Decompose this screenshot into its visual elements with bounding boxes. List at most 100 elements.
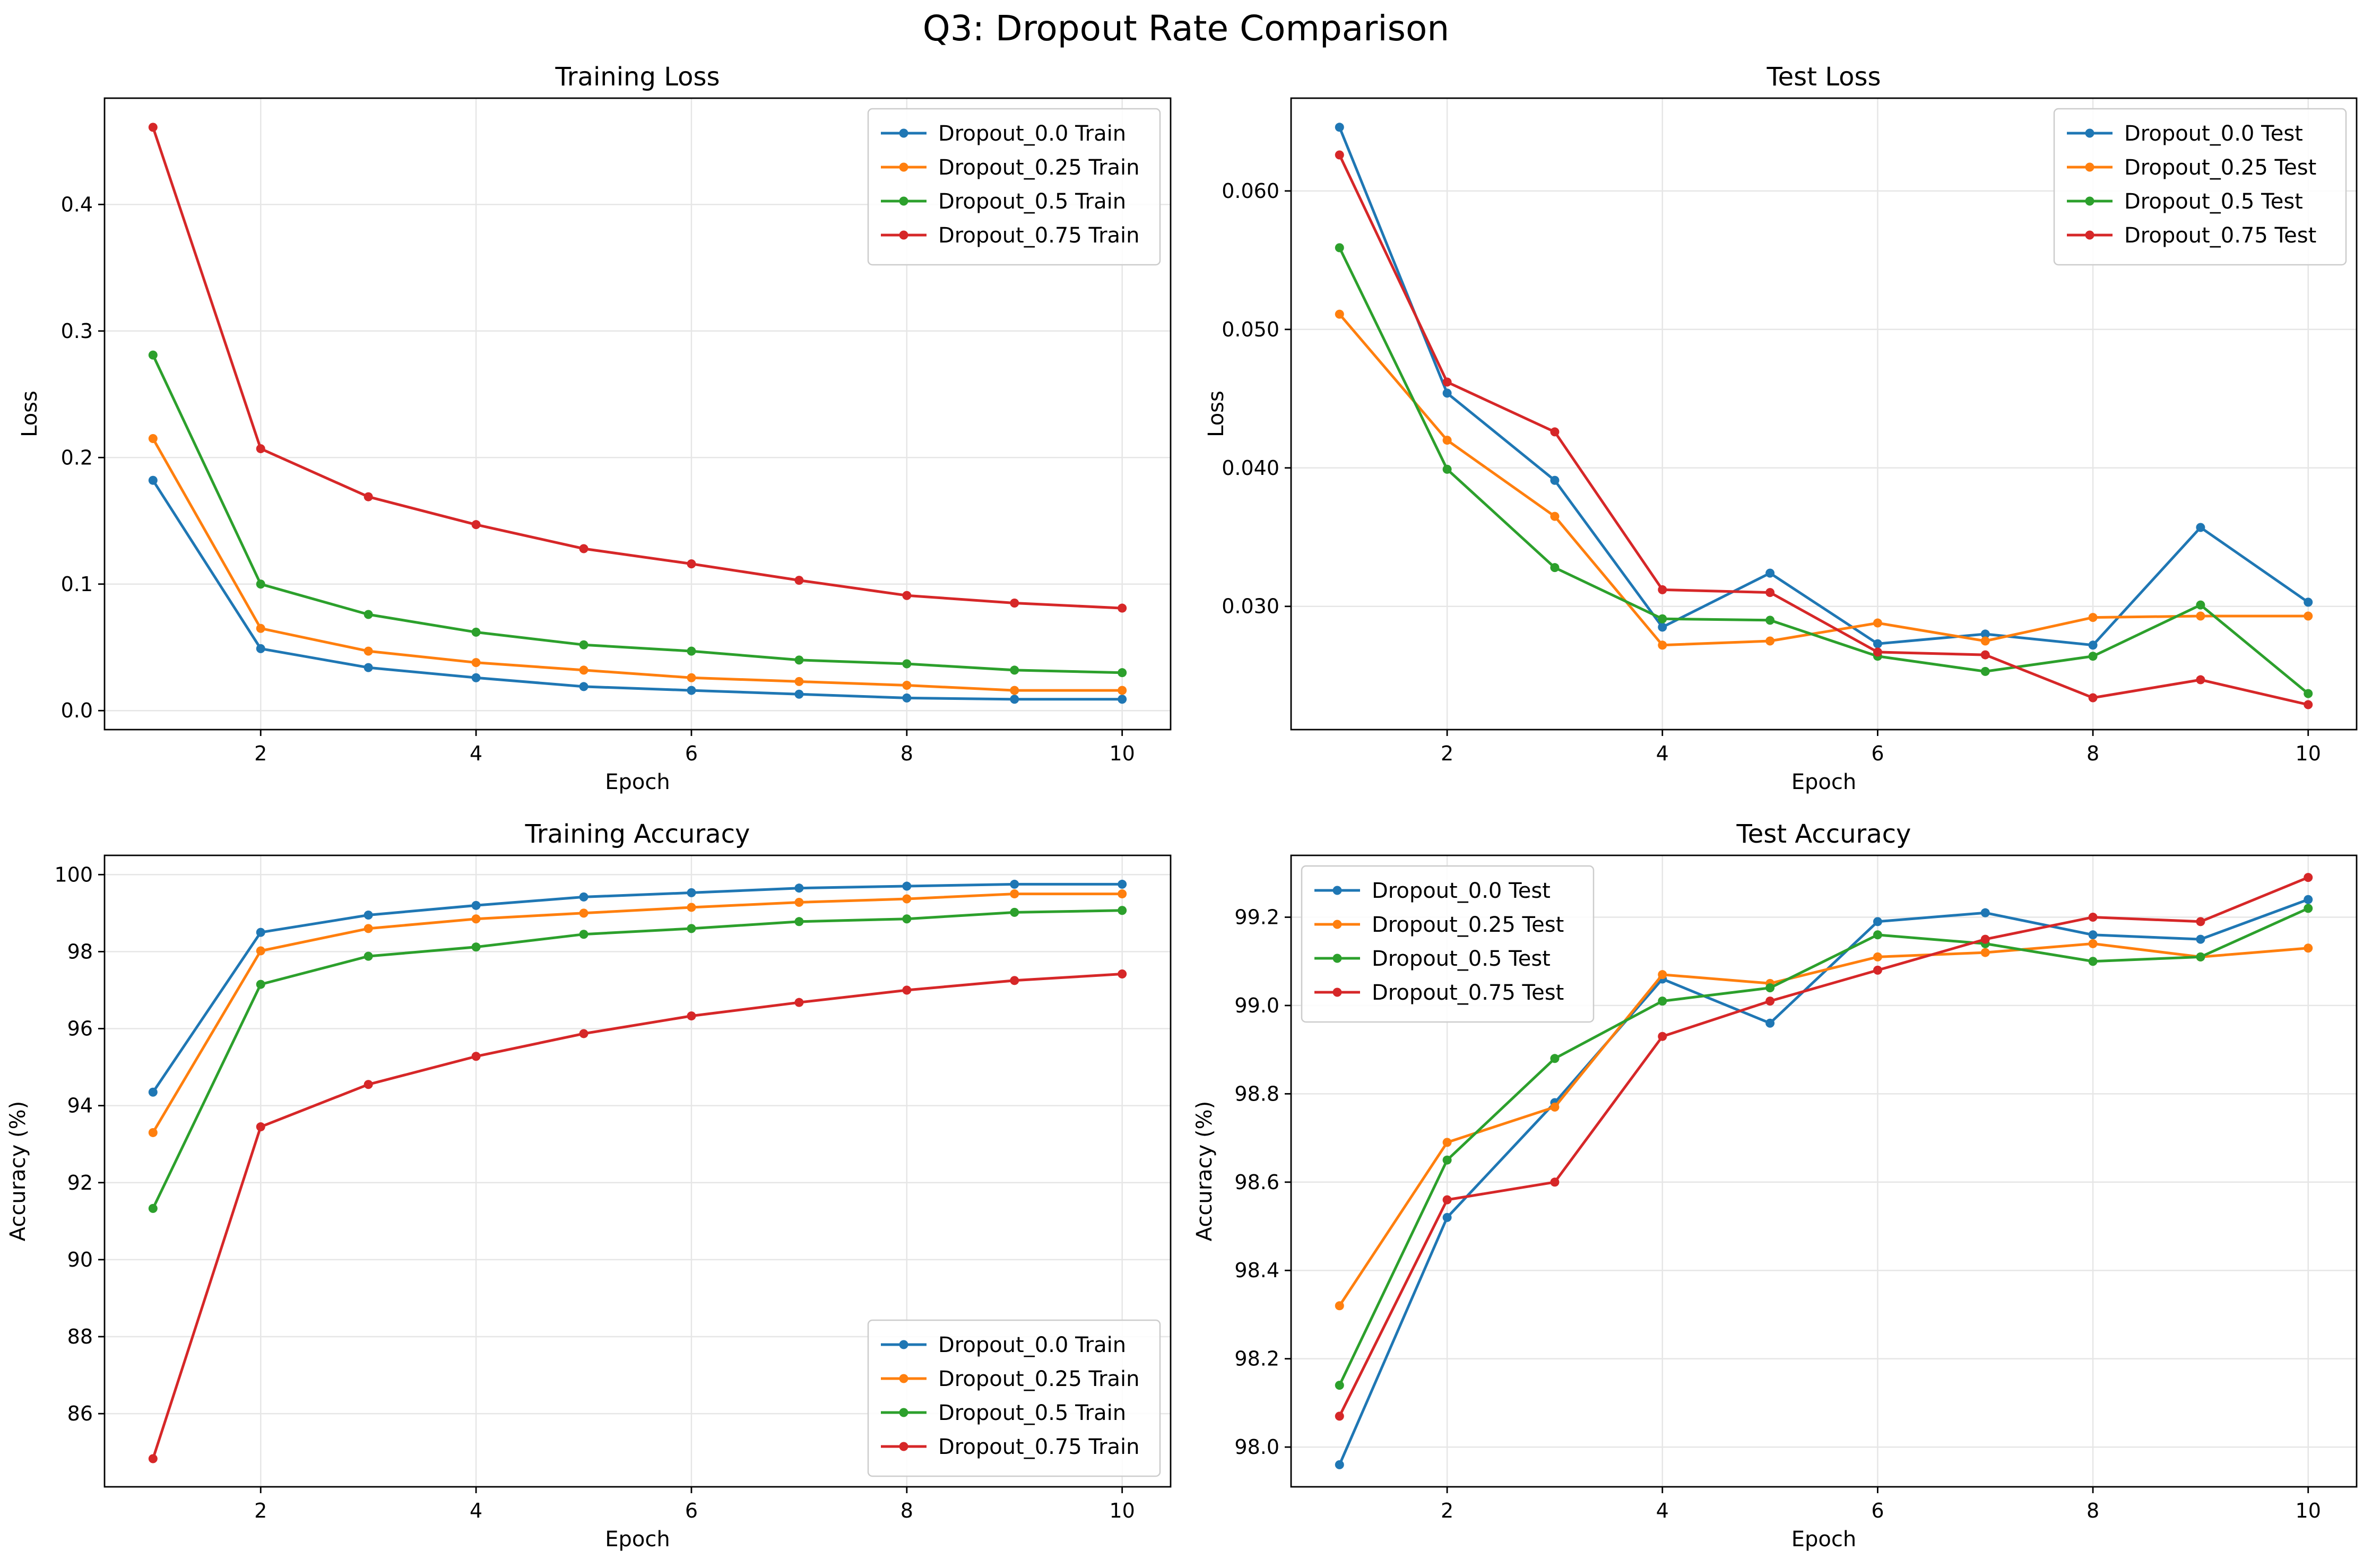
series-line-3	[152, 354, 1122, 674]
data-point	[1765, 997, 1775, 1006]
data-point	[363, 646, 373, 656]
subplot-title: Test Accuracy	[1736, 819, 1911, 849]
y-tick-label: 0.0	[61, 699, 93, 722]
data-point	[579, 892, 588, 902]
data-point	[1873, 917, 1882, 926]
data-point	[471, 914, 481, 924]
data-point	[256, 644, 265, 653]
axes-frame	[1290, 854, 2358, 1488]
data-point	[1010, 686, 1019, 695]
data-point	[1873, 647, 1882, 657]
data-point	[1118, 686, 1127, 695]
x-tick-label: 6	[685, 1499, 698, 1522]
data-point	[1010, 907, 1019, 917]
data-point	[1335, 150, 1344, 160]
x-axis-label: Epoch	[605, 770, 670, 794]
legend-label: Dropout_0.5 Train	[938, 189, 1126, 214]
data-point	[2088, 913, 2098, 922]
data-point	[2196, 917, 2205, 926]
y-tick-label: 94	[67, 1094, 93, 1117]
data-point	[363, 663, 373, 672]
data-point	[579, 665, 588, 675]
y-tick-label: 98	[67, 940, 93, 963]
data-point	[579, 930, 588, 939]
series-line-1	[1338, 126, 2309, 647]
data-point	[2304, 689, 2313, 698]
x-tick-label: 10	[1110, 742, 1135, 765]
data-point	[794, 898, 804, 907]
data-point	[1010, 976, 1019, 985]
data-point	[1873, 930, 1882, 940]
x-tick-label: 8	[901, 742, 913, 765]
data-point	[471, 627, 481, 637]
y-tick-label: 88	[67, 1325, 93, 1348]
data-point	[1658, 622, 1667, 632]
data-point	[256, 980, 265, 989]
legend: Dropout_0.0 Train Dropout_0.25 Train Dropo…	[867, 1319, 1161, 1477]
legend-label: Dropout_0.5 Train	[938, 1401, 1126, 1425]
x-tick-label: 4	[470, 1499, 482, 1522]
data-point	[579, 908, 588, 918]
y-tick-label: 98.2	[1234, 1347, 1279, 1371]
data-point	[363, 910, 373, 920]
data-point	[687, 888, 696, 897]
data-point	[687, 559, 696, 569]
data-point	[1550, 563, 1560, 573]
data-point	[256, 1122, 265, 1132]
series-line-3	[1338, 247, 2309, 695]
x-tick-label: 4	[1656, 1499, 1669, 1522]
series-line-3	[1338, 907, 2309, 1386]
y-tick-label: 0.040	[1222, 456, 1279, 480]
data-point	[2196, 675, 2205, 685]
data-point	[902, 681, 912, 690]
data-point	[2196, 523, 2205, 532]
data-point	[1550, 427, 1560, 437]
data-point	[2196, 934, 2205, 944]
data-point	[1873, 618, 1882, 628]
y-tick-label: 96	[67, 1017, 93, 1041]
x-tick-label: 4	[470, 742, 482, 765]
legend-label: Dropout_0.0 Test	[1372, 879, 1551, 903]
legend-label: Dropout_0.25 Test	[1372, 913, 1564, 937]
data-point	[794, 883, 804, 893]
data-point	[2088, 652, 2098, 661]
legend-label: Dropout_0.75 Test	[2124, 223, 2316, 248]
legend-marker	[1332, 886, 1342, 895]
legend-marker	[899, 128, 908, 138]
x-tick-label: 2	[254, 742, 267, 765]
series-line-3	[152, 909, 1122, 1209]
subplot-grid: 2 4 6 8 10 0.0 0.1 0.2 0.3 0.4 Training Loss Epoch L…	[6, 62, 2358, 1552]
data-point	[1010, 889, 1019, 899]
legend-marker	[899, 230, 908, 240]
data-point	[687, 1011, 696, 1021]
data-point	[902, 591, 912, 600]
data-point	[363, 492, 373, 501]
x-tick-label: 2	[1441, 742, 1453, 765]
legend-frame	[867, 1319, 1161, 1477]
data-point	[1335, 1301, 1344, 1311]
x-tick-label: 6	[1871, 1499, 1884, 1522]
data-point	[579, 682, 588, 691]
data-point	[1873, 965, 1882, 975]
data-point	[2088, 640, 2098, 650]
data-point	[1550, 1177, 1560, 1187]
data-point	[148, 1087, 158, 1097]
y-tick-label: 98.8	[1234, 1082, 1279, 1105]
data-point	[1010, 665, 1019, 675]
data-point	[1118, 969, 1127, 978]
data-point	[471, 673, 481, 682]
y-tick-label: 0.030	[1222, 595, 1279, 618]
legend-marker	[1332, 954, 1342, 963]
series-line-1	[152, 479, 1122, 701]
x-tick-label: 8	[901, 1499, 913, 1522]
x-tick-label: 2	[1441, 1499, 1453, 1522]
data-point	[2088, 939, 2098, 948]
y-tick-label: 0.050	[1222, 318, 1279, 341]
legend-marker	[1332, 920, 1342, 929]
data-point	[256, 623, 265, 633]
data-point	[148, 123, 158, 132]
legend-marker	[2085, 196, 2094, 206]
data-point	[1980, 908, 1990, 917]
